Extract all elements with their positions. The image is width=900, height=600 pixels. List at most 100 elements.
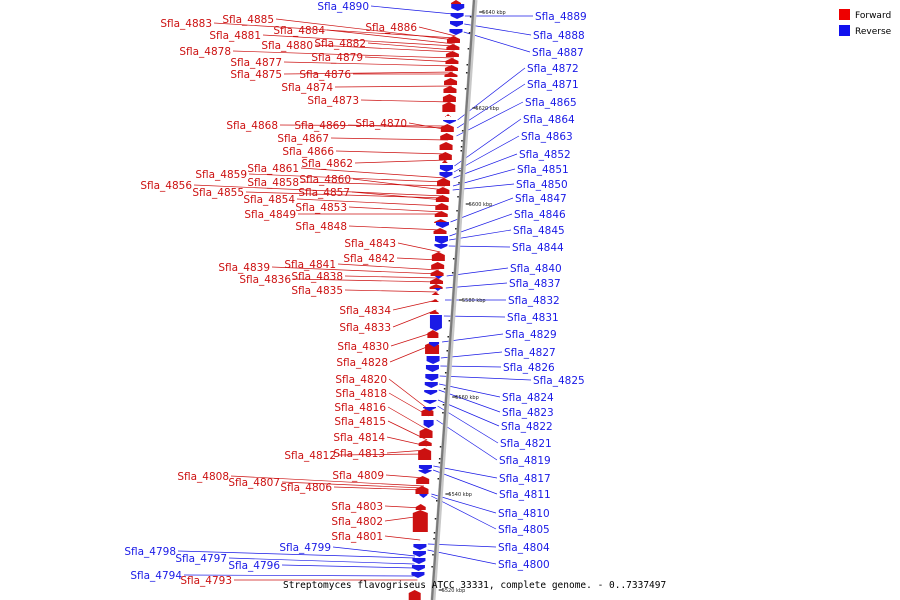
gene-label: Sfla_4856 [140,180,192,192]
gene-label: Sfla_4870 [355,118,407,130]
gene-label: Sfla_4810 [498,508,550,520]
gene-label: Sfla_4843 [344,238,396,250]
axis-marker [460,146,463,148]
forward-gene-block [416,476,430,484]
reverse-gene-block [451,4,465,11]
gene-label: Sfla_4803 [331,501,383,513]
gene-label: Sfla_4819 [499,455,551,467]
forward-gene-block [434,211,448,217]
forward-gene-block [431,262,445,269]
gene-blocks [408,0,465,600]
gene-label: Sfla_4885 [222,14,274,26]
axis-marker [438,458,441,460]
forward-gene-block [418,440,432,446]
reverse-gene-block [418,465,432,471]
reverse-gene-block [424,382,438,388]
forward-gene-block [437,178,451,186]
gene-label: Sfla_4823 [502,407,554,419]
gene-label: Sfla_4844 [512,242,564,254]
forward-gene-block [445,51,459,57]
gene-label: Sfla_4828 [336,357,388,369]
forward-gene-block [451,0,461,4]
gene-label: Sfla_4798 [124,546,176,558]
forward-gene-block [427,330,439,338]
gene-label: Sfla_4878 [179,46,231,58]
legend-forward-label: Forward [855,11,891,21]
leader-line [348,206,444,213]
reverse-gene-block [450,21,464,27]
leader-line [177,550,415,559]
axis-marker [433,532,436,534]
forward-gene-block [440,133,454,140]
axis-marker [468,32,471,34]
gene-label: Sfla_4821 [500,438,552,450]
reverse-gene-block [423,420,434,428]
gene-label: Sfla_4850 [516,179,568,191]
gene-label: Sfla_4860 [299,174,351,186]
reverse-gene-block [413,544,427,550]
leader-line [296,198,444,207]
axis-marker [443,388,446,390]
reverse-gene-block [426,356,440,364]
gene-label: Sfla_4842 [343,253,395,265]
forward-gene-block [433,228,447,234]
gene-label: Sfla_4804 [498,542,550,554]
axis-marker [442,412,444,414]
axis-marker [448,320,451,322]
leader-line [352,178,445,191]
leader-line [333,486,424,491]
gene-label: Sfla_4830 [337,341,389,353]
gene-label: Sfla_4797 [175,553,227,565]
gene-label: Sfla_4833 [339,322,391,334]
gene-label: Sfla_4816 [334,402,386,414]
gene-label: Sfla_4801 [331,531,383,543]
reverse-gene-block [435,222,449,228]
leader-line [387,406,429,431]
leader-line [275,18,456,41]
scale-tick-label: 5580 kbp [462,298,486,304]
forward-gene-block [429,284,443,289]
axis-marker [460,150,462,152]
gene-label: Sfla_4814 [333,432,385,444]
leader-line [326,29,455,45]
forward-gene-block [444,72,458,77]
gene-label: Sfla_4875 [230,69,282,81]
axis-marker [442,404,445,406]
forward-gene-block [444,65,458,71]
leader-line [248,173,446,183]
reverse-gene-block [433,288,442,291]
axis-marker [438,462,441,464]
gene-label: Sfla_4853 [295,202,347,214]
leader-line [337,453,427,456]
gene-label: Sfla_4888 [533,30,585,42]
axis-marker [444,372,447,374]
gene-label: Sfla_4855 [192,187,244,199]
axis-marker [433,538,435,540]
gene-label: Sfla_4884 [273,25,325,37]
leader-line [283,71,453,75]
leader-line [354,159,447,164]
legend-reverse-swatch [839,25,850,36]
forward-gene-block [436,187,450,194]
gene-label: Sfla_4818 [335,388,387,400]
forward-gene-block [445,114,452,117]
leader-line [337,263,440,271]
scale-tick-label: 5600 kbp [469,202,493,208]
gene-label: Sfla_4866 [282,146,334,158]
gene-label: Sfla_4841 [284,259,336,271]
reverse-gene-block [425,374,439,381]
gene-label: Sfla_4869 [294,120,346,132]
leader-line [427,549,497,565]
forward-gene-block [418,448,432,460]
genome-caption: Streptomyces flavogriseus ATCC 33331, co… [283,580,666,591]
gene-label: Sfla_4846 [514,209,566,221]
axis-marker [456,210,458,212]
gene-label: Sfla_4802 [331,516,383,528]
gene-label: Sfla_4862 [301,158,353,170]
forward-gene-block [431,292,440,295]
leader-line [292,278,439,283]
leader-line [397,242,441,253]
reverse-gene-block [412,558,426,564]
gene-label: Sfla_4794 [130,570,182,582]
